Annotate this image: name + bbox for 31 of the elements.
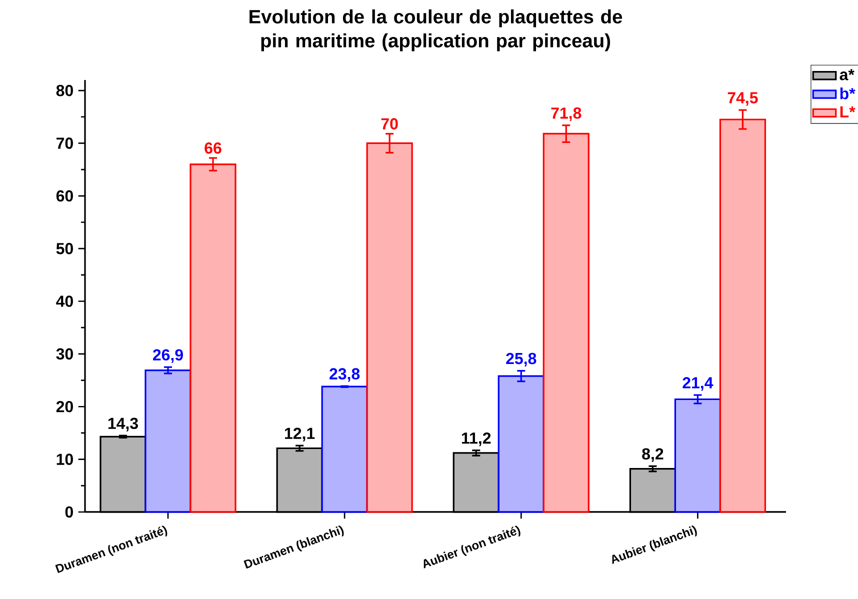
data-label: 74,5 — [728, 92, 758, 106]
bar — [674, 398, 722, 513]
data-label: 71,8 — [551, 107, 582, 122]
bar — [190, 163, 236, 513]
data-label: 25,8 — [506, 352, 536, 367]
data-label: 8,2 — [642, 448, 664, 462]
data-label: 66 — [204, 142, 222, 154]
data-label: 26,9 — [152, 349, 183, 363]
y-tick-label: 10 — [56, 454, 73, 465]
data-label: 14,3 — [108, 418, 138, 432]
bar — [498, 375, 544, 513]
data-label: 21,4 — [682, 377, 714, 391]
legend-label: a* — [840, 69, 854, 80]
x-tick-label: Aubier (non traité) — [424, 526, 520, 568]
legend-label: b* — [840, 87, 856, 100]
y-tick-label: 50 — [56, 242, 73, 254]
legend-label: L* — [840, 106, 856, 118]
bar — [144, 369, 192, 513]
y-tick-label: 30 — [56, 348, 73, 360]
data-label: 70 — [381, 118, 398, 130]
y-tick-label: 0 — [65, 506, 73, 518]
y-tick-label: 40 — [56, 296, 73, 307]
data-label: 12,1 — [285, 428, 315, 442]
y-tick-label: 70 — [56, 138, 73, 149]
y-tick-label: 80 — [56, 84, 73, 96]
data-label: 11,2 — [462, 432, 491, 446]
y-tick-label: 60 — [56, 190, 73, 202]
bar — [321, 386, 368, 513]
data-label: 23,8 — [330, 368, 360, 382]
chart-title: Evolution de la couleur de plaquettes de pin maritime (application par pinceau) — [250, 9, 622, 52]
y-tick-label: 20 — [56, 400, 73, 412]
